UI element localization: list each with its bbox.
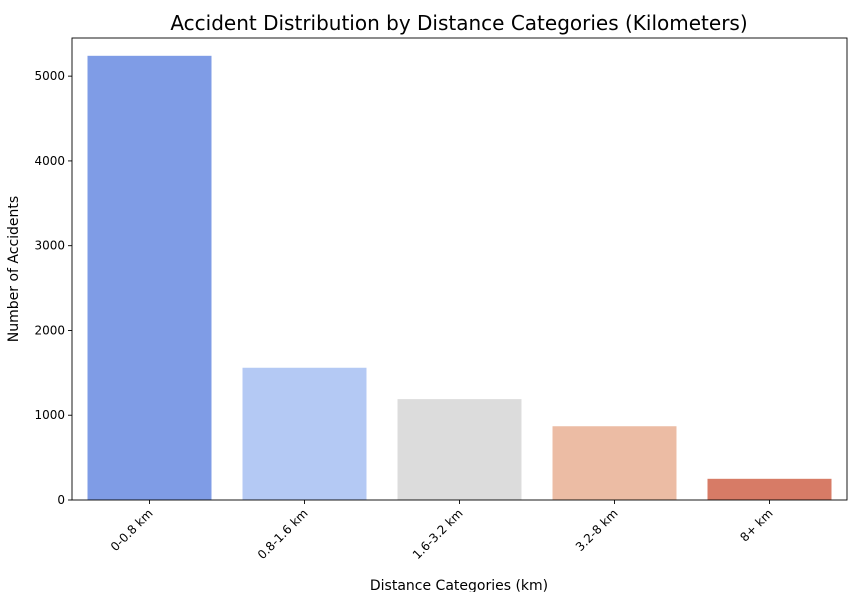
x-tick-label-2: 1.6-3.2 km: [410, 506, 466, 562]
y-tick-label-2: 2000: [34, 323, 65, 337]
y-axis-ticks: 0 1000 2000 3000 4000 5000: [34, 69, 72, 507]
y-tick-label-0: 0: [57, 493, 65, 507]
x-tick-label-3: 3.2-8 km: [573, 506, 621, 554]
chart-title: Accident Distribution by Distance Catego…: [170, 11, 747, 35]
y-axis-label: Number of Accidents: [6, 196, 22, 342]
bar-3: [552, 426, 677, 500]
x-axis-ticks: 0-0.8 km 0.8-1.6 km 1.6-3.2 km 3.2-8 km 8+ k…: [108, 500, 776, 562]
bar-4: [707, 478, 832, 500]
y-tick-label-1: 1000: [34, 408, 65, 422]
bar-1: [242, 367, 367, 500]
y-tick-label-4: 4000: [34, 154, 65, 168]
bar-2: [397, 399, 522, 500]
x-axis-label: Distance Categories (km): [370, 578, 548, 592]
y-tick-label-5: 5000: [34, 69, 65, 83]
x-tick-label-1: 0.8-1.6 km: [255, 506, 311, 562]
x-tick-label-4: 8+ km: [737, 506, 775, 544]
y-tick-label-3: 3000: [34, 239, 65, 253]
x-tick-label-0: 0-0.8 km: [108, 506, 156, 554]
bar-0: [87, 55, 212, 501]
bars: [87, 55, 832, 501]
